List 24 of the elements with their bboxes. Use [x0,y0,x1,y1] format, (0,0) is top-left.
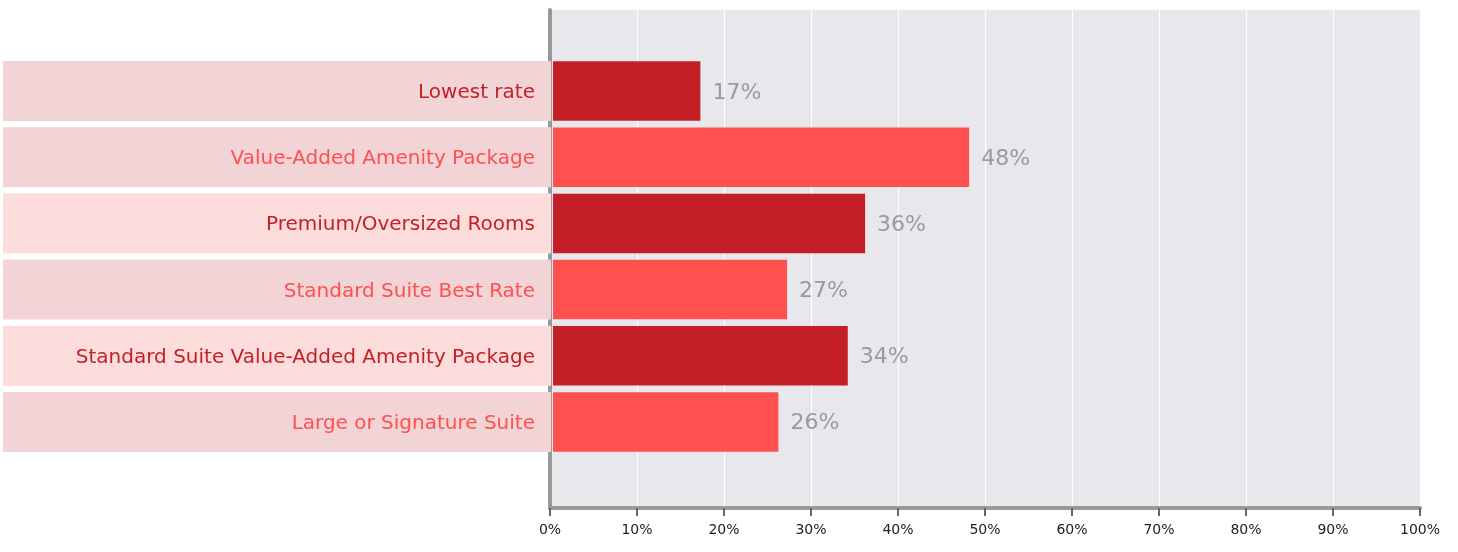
y-tick-label: Large or Signature Suite [291,409,535,434]
data-label: 34% [859,343,909,369]
data-label: 36% [877,210,927,236]
data-label: 48% [981,144,1031,170]
bar [553,61,701,121]
x-tick-label: 40% [882,521,914,537]
x-tick-label: 50% [969,521,1001,537]
x-tick-label: 30% [795,521,827,537]
x-tick-label: 0% [538,521,562,537]
y-tick-label: Standard Suite Best Rate [283,277,535,302]
x-tick-label: 80% [1230,521,1262,537]
y-tick-label: Value-Added Amenity Package [230,145,535,170]
x-tick-label: 10% [621,521,653,537]
x-tick-label: 60% [1056,521,1088,537]
y-tick-label: Lowest rate [418,79,535,104]
x-tick-label: 20% [708,521,740,537]
y-tick-label: Standard Suite Value-Added Amenity Package [75,343,535,368]
x-tick-label: 100% [1399,521,1441,537]
y-tick-label: Premium/Oversized Rooms [265,211,535,236]
x-tick-label: 90% [1317,521,1349,537]
data-label: 26% [790,409,840,435]
data-label: 17% [712,78,762,104]
data-label: 27% [799,277,848,303]
x-tick-label: 70% [1143,521,1175,537]
